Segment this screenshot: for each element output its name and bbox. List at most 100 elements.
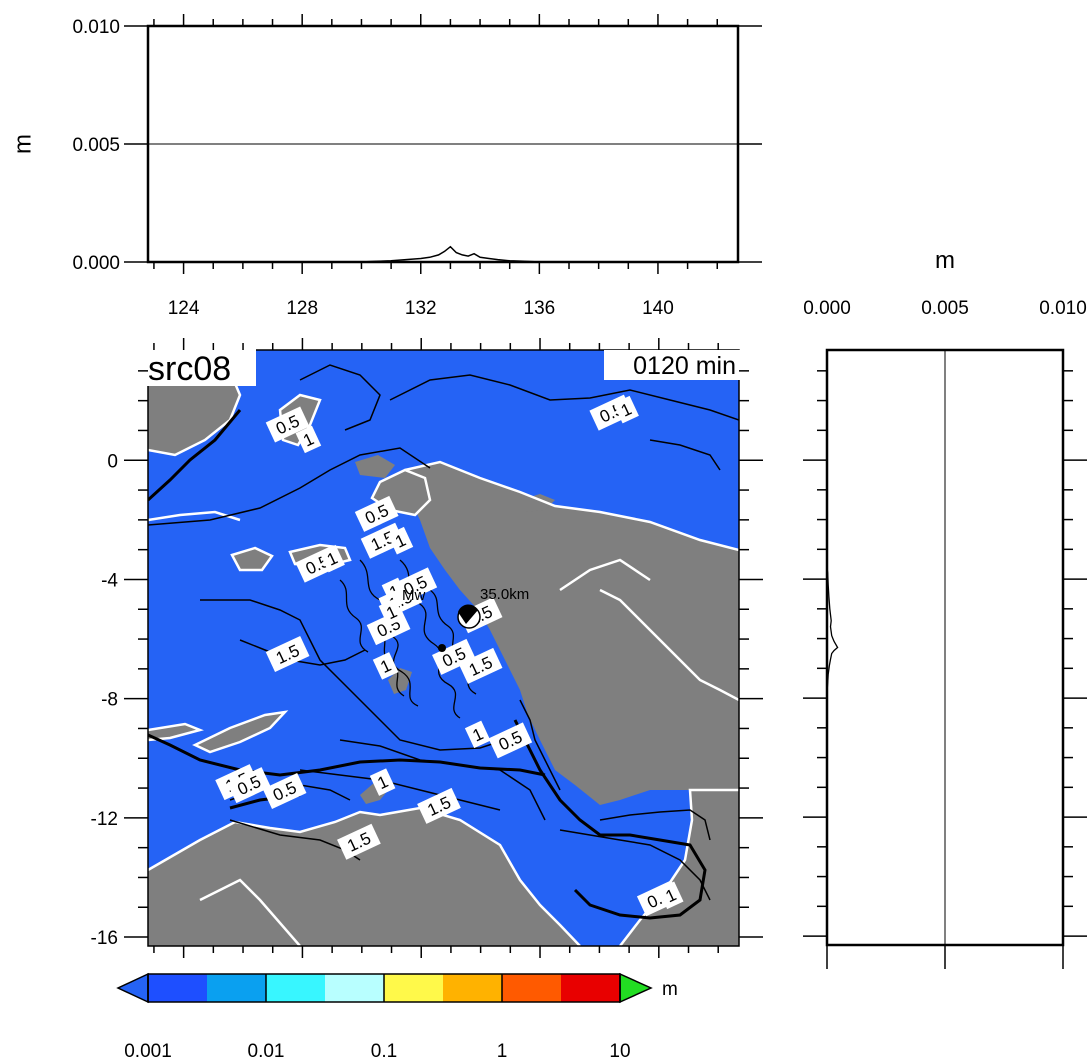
top-profile-ylabel: m (9, 134, 36, 154)
contour-label-box (369, 768, 396, 796)
contour-label-box (319, 544, 345, 573)
side-x-tick-label: 0.005 (921, 298, 969, 319)
colorbar-cell (207, 974, 267, 1002)
top-x-tick-label: 140 (642, 298, 674, 319)
contour-label: 1 (613, 395, 639, 424)
colorbar-tick-label: 0.1 (371, 1041, 397, 1062)
contour-label: 1.5 (417, 787, 461, 824)
source-mechanism: Mw 35.0km (402, 586, 529, 652)
colorbar-cell (502, 974, 562, 1002)
top-profile-line (148, 245, 738, 263)
side-profile-x-ticks: 0.000 0.005 0.010 (803, 298, 1087, 969)
main-map-x-ticks (153, 338, 719, 958)
side-profile-panel: 0.000 0.005 0.010 m (803, 247, 1087, 969)
contour-label-box (464, 720, 491, 749)
colorbar-under-arrow (116, 972, 149, 1004)
top-x-tick-label: 124 (168, 298, 200, 319)
colorbar-tick-label: 1 (497, 1041, 508, 1062)
contour-label-box (262, 773, 307, 809)
contour-label: 1 (372, 652, 399, 680)
top-profile-x-ticks: 124 128 132 136 140 (153, 14, 718, 319)
contour-label: 1 (319, 544, 345, 573)
map-y-tick-label: -16 (91, 928, 118, 949)
colorbar-cell (561, 974, 621, 1002)
side-profile-xlabel: m (935, 247, 955, 274)
contour-label-box (393, 567, 438, 604)
source-magnitude-label: Mw (402, 587, 425, 604)
top-profile-y-ticks: 0.000 0.005 0.010 (72, 17, 762, 274)
top-y-tick-label: 0.005 (72, 135, 120, 156)
top-y-tick-label: 0.000 (72, 253, 120, 274)
contour-label-box (265, 636, 310, 672)
map-title: src08 (148, 350, 231, 388)
contour-label-box (227, 767, 271, 804)
time-label: 0120 min (633, 352, 736, 380)
contour-label: 1 (295, 425, 322, 454)
land-cape-york (620, 790, 739, 946)
top-x-tick-label: 132 (405, 298, 437, 319)
land-timor (195, 712, 285, 752)
land-australia (148, 808, 580, 946)
colorbar-tick-labels: 0.001 0.01 0.1 1 10 (124, 974, 631, 1062)
colorbar-tick-label: 0.01 (248, 1041, 285, 1062)
colorbar-unit: m (662, 979, 678, 1000)
side-profile-y-ticks (803, 370, 1087, 937)
contour-label: 1 (378, 598, 405, 626)
contour-label-box (337, 823, 381, 860)
contour-label: 1 (657, 881, 684, 910)
land-kai (520, 494, 555, 512)
main-map-panel: 0.510.510.51.510.5111.50.50.511.50.51.51… (91, 338, 763, 958)
colorbar-cells (148, 974, 621, 1002)
contour-label: 1 (369, 768, 396, 796)
land-new-guinea (405, 462, 739, 805)
contour-label-box (372, 652, 399, 680)
land-buru (232, 548, 272, 570)
map-y-tick-label: -8 (101, 690, 118, 711)
contour-label: 0.5 (227, 767, 271, 804)
source-depth-label: 35.0km (480, 586, 529, 603)
epicenter-marker (438, 644, 446, 652)
contour-label-box (657, 881, 684, 910)
top-profile-panel: 124 128 132 136 140 0.000 0.005 0.010 m (9, 14, 762, 319)
colorbar-cell (443, 974, 503, 1002)
map-y-tick-label: 0 (107, 451, 118, 472)
colorbar-tick-label: 10 (609, 1041, 630, 1062)
colorbar-cell (384, 974, 444, 1002)
contour-label: 1 (387, 526, 414, 555)
land-island-n1 (355, 455, 395, 478)
contour-label: 1 (464, 720, 491, 749)
contour-label-box (378, 598, 405, 626)
contour-label-box (265, 406, 310, 443)
top-x-tick-label: 136 (524, 298, 556, 319)
contour-label-box (295, 425, 322, 454)
time-label-box (604, 350, 740, 380)
contour-label-box (488, 722, 533, 759)
side-profile-line (826, 350, 839, 945)
contour-label-box (458, 647, 503, 684)
contour-label-box (387, 526, 414, 555)
map-y-tick-label: -4 (101, 570, 118, 591)
side-x-tick-label: 0.000 (803, 298, 851, 319)
contour-label-box (354, 495, 399, 532)
colorbar-tick-label: 0.001 (124, 1041, 172, 1062)
contour-label-box (417, 787, 461, 824)
map-y-tick-label: -12 (91, 809, 118, 830)
main-map-y-ticks: 0 -4 -8 -12 -16 (91, 370, 763, 949)
colorbar-cell (266, 974, 326, 1002)
side-x-tick-label: 0.010 (1039, 298, 1087, 319)
colorbar: 0.001 0.01 0.1 1 10 m (116, 972, 678, 1062)
colorbar-cell (325, 974, 385, 1002)
contour-label-box (432, 638, 476, 675)
contour-label-box (360, 522, 405, 559)
contour-label-box (613, 395, 639, 424)
beachball-compression-icon (458, 604, 478, 624)
coastlines (148, 359, 739, 946)
colorbar-cell (148, 974, 208, 1002)
map-title-box (146, 348, 256, 386)
top-y-tick-label: 0.010 (72, 17, 120, 38)
colorbar-over-arrow (619, 972, 653, 1004)
thick-coastal-contours (148, 409, 707, 920)
main-map-frame (147, 349, 740, 947)
top-x-tick-label: 128 (286, 298, 318, 319)
